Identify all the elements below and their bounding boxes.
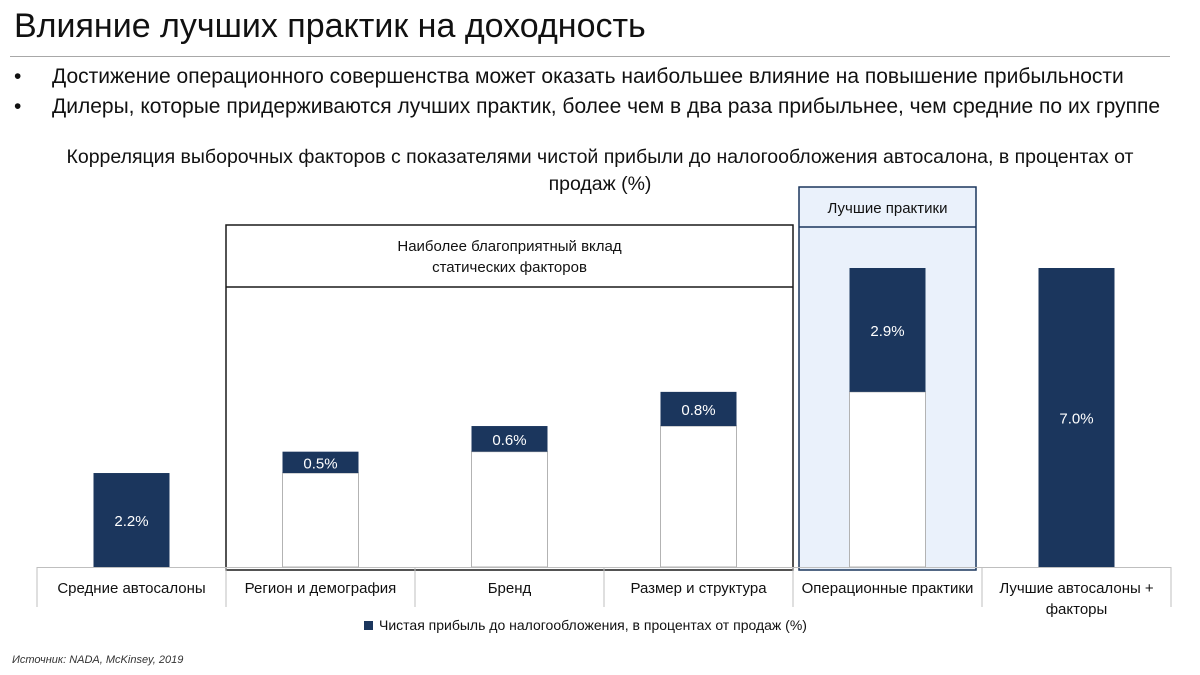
bullet-item: • Достижение операционного совершенства … (14, 62, 1184, 92)
data-label: 0.6% (492, 432, 526, 449)
bar (1038, 268, 1115, 567)
bullet-marker: • (14, 95, 22, 118)
data-label: 0.5% (303, 455, 337, 472)
group-box (225, 224, 794, 571)
x-tick-label: Средние автосалоны (57, 580, 205, 597)
bullet-marker: • (14, 65, 22, 88)
chart-title: Корреляция выборочных факторов с показат… (66, 146, 1133, 168)
x-tick-label: Размер и структура (630, 580, 767, 597)
bar (93, 473, 170, 567)
bar (471, 426, 548, 452)
bar-base (849, 391, 926, 568)
bullet-item: • Дилеры, которые придерживаются лучших … (14, 92, 1184, 122)
data-label: 7.0% (1059, 411, 1093, 428)
title-divider (10, 56, 1170, 57)
bar (282, 451, 359, 474)
bar (849, 268, 926, 392)
x-tick-label: Бренд (488, 580, 532, 597)
group-label: Лучшие практики (828, 200, 948, 217)
bullet-list: • Достижение операционного совершенства … (14, 62, 1184, 122)
bar-base (282, 472, 359, 568)
bar-base (471, 451, 548, 568)
chart-title: продаж (%) (549, 173, 652, 195)
bullet-text: Достижение операционного совершенства мо… (52, 65, 1124, 88)
x-tick-label: факторы (1046, 601, 1108, 618)
group-label: статических факторов (432, 259, 587, 276)
bullet-text: Дилеры, которые придерживаются лучших пр… (52, 95, 1161, 118)
x-tick-label: Регион и демография (245, 580, 397, 597)
bar-base (660, 425, 737, 568)
data-label: 2.9% (870, 323, 904, 340)
legend-swatch (364, 621, 373, 630)
page-title: Влияние лучших практик на доходность (14, 7, 646, 45)
x-tick-label: Лучшие автосалоны + (999, 580, 1154, 597)
group-label: Наиболее благоприятный вклад (397, 238, 622, 255)
legend-label: Чистая прибыль до налогообложения, в про… (379, 617, 807, 633)
source-note: Источник: NADA, McKinsey, 2019 (12, 654, 184, 666)
data-label: 2.2% (114, 513, 148, 530)
bar (660, 391, 737, 427)
data-label: 0.8% (681, 402, 715, 419)
x-tick-label: Операционные практики (802, 580, 974, 597)
